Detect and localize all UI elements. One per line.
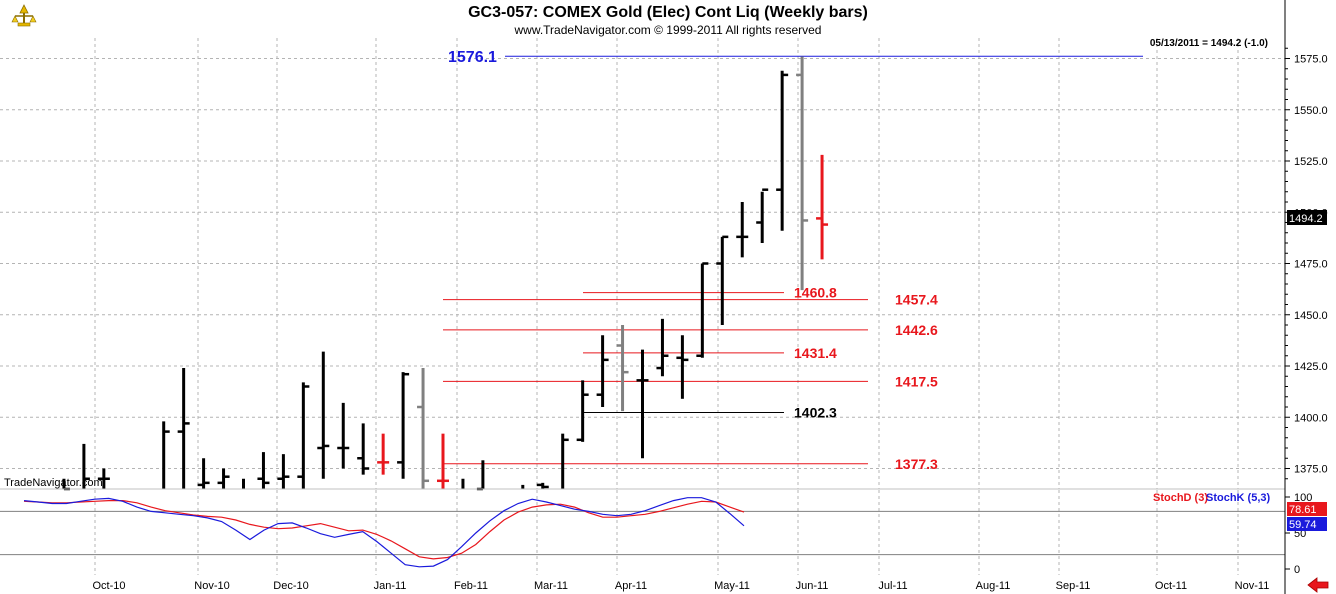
x-tick-label: Sep-11 bbox=[1056, 580, 1091, 592]
price-levels: 1576.1 1460.8 1457.4 1442.6 1431.4 1417.5 1402… bbox=[443, 49, 1143, 472]
level-label: 1417.5 bbox=[895, 373, 938, 389]
stoch-reference-lines bbox=[0, 510, 1285, 556]
ohlc-bar bbox=[257, 452, 270, 489]
y-tick-label: 1525.0 bbox=[1294, 156, 1328, 168]
stoch-k-legend: StochK (5,3) bbox=[1206, 492, 1271, 504]
ohlc-bar bbox=[377, 433, 390, 475]
x-tick-label: Jul-11 bbox=[878, 580, 907, 592]
level-label: 1402.3 bbox=[794, 405, 837, 421]
x-tick-label: Nov-11 bbox=[1235, 580, 1270, 592]
x-tick-label: Jan-11 bbox=[374, 580, 407, 592]
level-label: 1457.4 bbox=[895, 292, 938, 308]
x-tick-label: Mar-11 bbox=[534, 580, 568, 592]
ohlc-bar bbox=[317, 351, 330, 479]
brand-label: TradeNavigator.com bbox=[4, 477, 103, 489]
y-tick-label: 1375.0 bbox=[1294, 464, 1328, 476]
stochastic-panel bbox=[0, 490, 1285, 575]
ohlc-bar bbox=[337, 402, 350, 469]
level-label: 1460.8 bbox=[794, 285, 837, 301]
ohlc-bar bbox=[277, 454, 290, 489]
last-quote-readout: 05/13/2011 = 1494.2 (-1.0) bbox=[1150, 38, 1268, 49]
ohlc-bar bbox=[82, 443, 90, 489]
stoch-d-last-label: 78.61 bbox=[1289, 504, 1317, 516]
stoch-y-tick-label: 100 bbox=[1294, 492, 1312, 504]
last-price-label: 1494.2 bbox=[1289, 213, 1323, 225]
y-tick-label: 1400.0 bbox=[1294, 412, 1328, 424]
x-axis: Oct-10 Nov-10 Dec-10 Jan-11 Feb-11 Mar-11 Apr-… bbox=[92, 580, 1269, 592]
ohlc-bar bbox=[417, 368, 430, 489]
stoch-k-line bbox=[23, 497, 745, 568]
y-tick-label: 1575.0 bbox=[1294, 54, 1328, 66]
x-tick-label: Oct-10 bbox=[92, 580, 125, 592]
ohlc-bar bbox=[177, 368, 190, 489]
stoch-y-tick-label: 0 bbox=[1294, 564, 1300, 576]
x-tick-label: Nov-10 bbox=[194, 580, 229, 592]
stoch-k-last-label: 59.74 bbox=[1289, 519, 1317, 531]
ohlc-bar bbox=[97, 468, 110, 489]
ohlc-bar bbox=[796, 56, 809, 291]
ohlc-bar bbox=[756, 188, 769, 243]
price-panel: 1576.1 1460.8 1457.4 1442.6 1431.4 1417.5 1402… bbox=[0, 38, 1285, 491]
ohlc-bar bbox=[656, 318, 669, 377]
ohlc-bar bbox=[476, 460, 485, 491]
ohlc-bar bbox=[536, 482, 549, 489]
x-tick-label: May-11 bbox=[714, 580, 750, 592]
x-tick-label: Dec-10 bbox=[273, 580, 308, 592]
y-tick-label: 1425.0 bbox=[1294, 361, 1328, 373]
y-tick-label: 1450.0 bbox=[1294, 310, 1328, 322]
level-label: 1442.6 bbox=[895, 322, 938, 338]
ohlc-bar bbox=[397, 372, 410, 479]
y-axis: 1375.01400.01425.01450.01475.01500.01525… bbox=[1285, 47, 1328, 480]
level-label: 1377.3 bbox=[895, 456, 938, 472]
y-tick-label: 1550.0 bbox=[1294, 105, 1328, 117]
ohlc-bar bbox=[357, 423, 370, 475]
copyright-line: www.TradeNavigator.com © 1999-2011 All r… bbox=[514, 23, 822, 37]
x-grid-stoch bbox=[94, 490, 1239, 575]
ohlc-bar bbox=[636, 349, 649, 459]
ohlc-bar bbox=[616, 325, 629, 412]
ohlc-bar bbox=[736, 202, 749, 258]
ohlc-bar bbox=[776, 70, 789, 231]
x-tick-label: Apr-11 bbox=[615, 580, 647, 592]
x-tick-label: Oct-11 bbox=[1155, 580, 1187, 592]
chart-title: GC3-057: COMEX Gold (Elec) Cont Liq (Wee… bbox=[468, 4, 868, 21]
y-tick-label: 1475.0 bbox=[1294, 259, 1328, 271]
stoch-d-legend: StochD (3) bbox=[1153, 492, 1208, 504]
x-tick-label: Feb-11 bbox=[454, 580, 488, 592]
ohlc-bar bbox=[162, 421, 170, 489]
ohlc-bars bbox=[62, 56, 829, 491]
ohlc-bar bbox=[561, 433, 569, 489]
scroll-arrow-icon[interactable] bbox=[1307, 577, 1329, 593]
ohlc-bar bbox=[696, 262, 709, 358]
ohlc-bar bbox=[297, 382, 310, 489]
ohlc-bar bbox=[596, 335, 609, 407]
ohlc-bar bbox=[217, 468, 230, 489]
ohlc-bar bbox=[437, 433, 449, 489]
stoch-d-line bbox=[23, 500, 745, 560]
trade-navigator-logo bbox=[11, 3, 37, 27]
ohlc-bar bbox=[716, 235, 729, 325]
level-label: 1431.4 bbox=[794, 345, 837, 361]
x-tick-label: Aug-11 bbox=[976, 580, 1011, 592]
ohlc-bar bbox=[576, 380, 589, 442]
stoch-k-tag: 59.74 bbox=[1287, 517, 1327, 531]
level-label: 1576.1 bbox=[448, 49, 497, 66]
ohlc-bar bbox=[197, 458, 210, 489]
stoch-lines bbox=[23, 497, 745, 568]
stoch-d-tag: 78.61 bbox=[1287, 502, 1327, 516]
ohlc-bar bbox=[816, 154, 829, 260]
ohlc-bar bbox=[676, 335, 689, 399]
x-tick-label: Jun-11 bbox=[796, 580, 829, 592]
last-price-tag: 1494.2 bbox=[1287, 210, 1327, 225]
